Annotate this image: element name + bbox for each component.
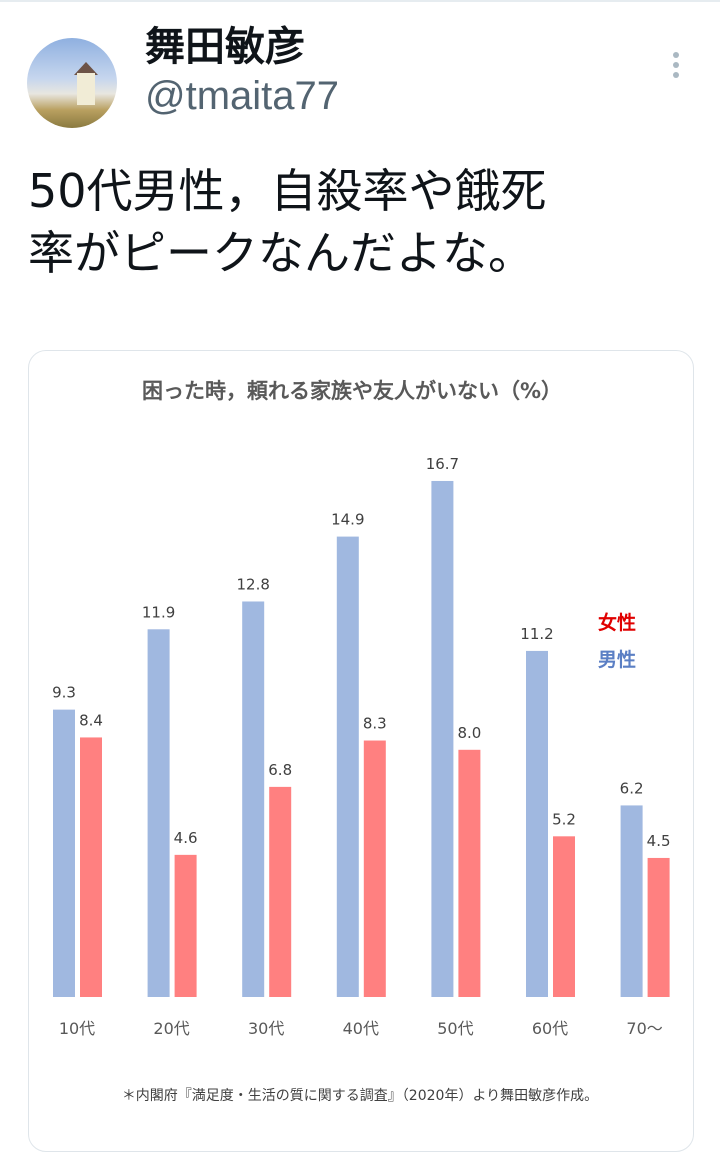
bar-female xyxy=(647,857,670,997)
display-name[interactable]: 舞田敏彦 xyxy=(145,24,305,70)
user-handle[interactable]: @tmaita77 xyxy=(145,74,340,118)
bar-female xyxy=(553,836,575,997)
bar-male xyxy=(336,536,359,997)
bar-female xyxy=(80,737,102,997)
avatar[interactable] xyxy=(27,38,117,128)
data-label: 4.5 xyxy=(647,832,671,850)
bar-male xyxy=(53,709,75,997)
category-label: 50代 xyxy=(437,1019,473,1038)
data-label: 6.8 xyxy=(268,761,292,779)
data-label: 4.6 xyxy=(174,829,198,847)
bar-male xyxy=(431,480,454,998)
more-vertical-icon[interactable] xyxy=(670,52,682,82)
data-label: 8.4 xyxy=(79,711,103,729)
bar-male xyxy=(147,629,170,997)
source-note: ＊内閣府『満足度・生活の質に関する調査』（2020年）より舞田敏彦作成。 xyxy=(122,1088,598,1104)
chart-image-card[interactable] xyxy=(28,350,694,1152)
bar-male xyxy=(526,650,548,997)
tweet-text-line: 50代男性，自殺率や餓死 xyxy=(28,164,547,218)
top-divider xyxy=(0,0,720,2)
bar-female xyxy=(363,740,386,997)
category-label: 20代 xyxy=(153,1019,189,1038)
category-label: 30代 xyxy=(248,1019,284,1038)
bar-male xyxy=(620,805,643,997)
data-label: 9.3 xyxy=(52,684,76,702)
bar-male xyxy=(242,601,265,997)
category-label: 10代 xyxy=(59,1019,95,1038)
chart-title: 困った時，頼れる家族や友人がいない（%） xyxy=(142,379,562,403)
data-label: 8.3 xyxy=(363,715,387,733)
category-label: 60代 xyxy=(532,1019,568,1038)
bar-female xyxy=(174,854,197,997)
data-label: 11.2 xyxy=(520,625,553,643)
tweet-text: 50代男性，自殺率や餓死 率がピークなんだよな。 xyxy=(28,160,708,284)
bar-female xyxy=(269,786,292,997)
category-label: 70〜 xyxy=(626,1019,662,1038)
data-label: 6.2 xyxy=(620,779,644,797)
legend-male: 男性 xyxy=(598,648,636,671)
legend-female: 女性 xyxy=(598,611,636,634)
tweet-text-line: 率がピークなんだよな。 xyxy=(28,226,534,280)
data-label: 5.2 xyxy=(552,810,576,828)
data-label: 11.9 xyxy=(142,603,175,621)
bar-female xyxy=(458,749,481,997)
data-label: 12.8 xyxy=(236,575,269,593)
data-label: 8.0 xyxy=(457,724,481,742)
data-label: 16.7 xyxy=(426,455,459,473)
category-label: 40代 xyxy=(343,1019,379,1038)
data-label: 14.9 xyxy=(331,511,364,529)
